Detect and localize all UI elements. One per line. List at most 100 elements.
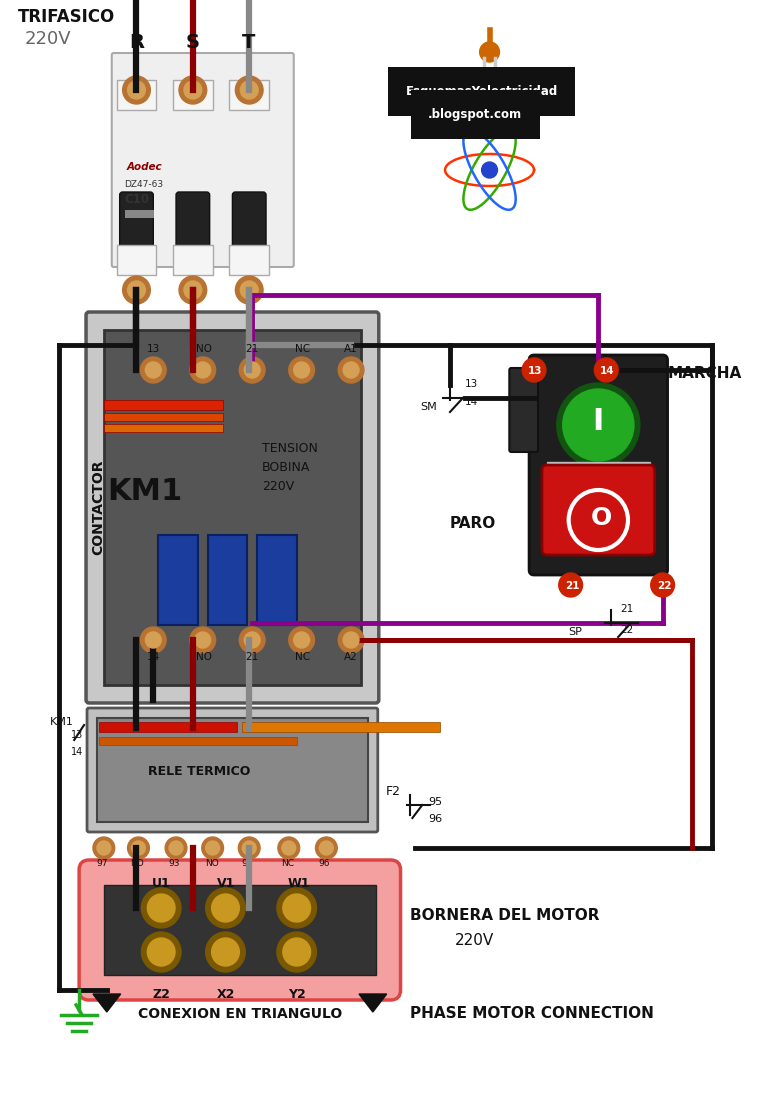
- Circle shape: [338, 357, 364, 383]
- Text: SM: SM: [420, 401, 437, 413]
- Circle shape: [344, 632, 359, 648]
- Bar: [125, 210, 154, 218]
- Circle shape: [522, 358, 546, 381]
- Circle shape: [190, 627, 216, 653]
- Bar: [242, 722, 440, 732]
- Text: 13: 13: [465, 379, 478, 389]
- Circle shape: [559, 573, 582, 597]
- Circle shape: [179, 77, 207, 104]
- Circle shape: [131, 841, 145, 855]
- Circle shape: [145, 632, 161, 648]
- Text: 22: 22: [620, 625, 633, 635]
- Circle shape: [594, 358, 618, 381]
- Text: O: O: [591, 506, 612, 530]
- Circle shape: [338, 627, 364, 653]
- Text: NC: NC: [295, 344, 310, 354]
- Text: SP: SP: [568, 627, 582, 637]
- Text: KM1: KM1: [107, 477, 182, 506]
- Bar: [97, 718, 368, 822]
- Circle shape: [277, 932, 316, 971]
- Text: TRIFASICO: TRIFASICO: [17, 8, 115, 26]
- Circle shape: [128, 281, 145, 299]
- Text: 22: 22: [657, 581, 671, 591]
- Circle shape: [283, 938, 311, 966]
- Text: Z2: Z2: [152, 988, 170, 1001]
- Circle shape: [239, 837, 260, 859]
- Bar: [99, 722, 237, 732]
- Circle shape: [141, 932, 181, 971]
- Circle shape: [277, 888, 316, 928]
- Text: 13: 13: [71, 730, 84, 740]
- Circle shape: [283, 894, 311, 922]
- Text: .blogspot.com: .blogspot.com: [428, 108, 522, 121]
- Circle shape: [651, 573, 674, 597]
- Circle shape: [147, 938, 175, 966]
- Circle shape: [236, 276, 263, 304]
- Circle shape: [147, 894, 175, 922]
- Text: 21: 21: [620, 604, 633, 614]
- Circle shape: [240, 281, 258, 299]
- Text: NO: NO: [204, 859, 218, 868]
- Text: RELE TERMICO: RELE TERMICO: [148, 765, 251, 779]
- Circle shape: [289, 357, 315, 383]
- Bar: [207, 535, 247, 625]
- Circle shape: [128, 837, 149, 859]
- FancyBboxPatch shape: [119, 192, 154, 248]
- Text: 95: 95: [428, 797, 442, 807]
- Text: CONTACTOR: CONTACTOR: [91, 459, 105, 554]
- Text: A2: A2: [344, 652, 358, 662]
- Text: 14: 14: [465, 397, 478, 407]
- Circle shape: [319, 841, 334, 855]
- Text: 13: 13: [147, 344, 160, 354]
- Text: 14: 14: [600, 366, 615, 376]
- Bar: [99, 737, 296, 745]
- Bar: [104, 885, 375, 975]
- Text: 13: 13: [528, 366, 543, 376]
- Circle shape: [293, 362, 309, 378]
- Circle shape: [344, 362, 359, 378]
- Text: U1: U1: [152, 877, 171, 891]
- Circle shape: [244, 362, 260, 378]
- FancyBboxPatch shape: [112, 53, 293, 267]
- Circle shape: [122, 77, 150, 104]
- Circle shape: [239, 357, 265, 383]
- Text: F2: F2: [386, 785, 401, 798]
- Text: BORNERA DEL MOTOR: BORNERA DEL MOTOR: [410, 908, 600, 923]
- Text: S: S: [186, 33, 200, 52]
- FancyBboxPatch shape: [176, 192, 210, 248]
- Circle shape: [141, 357, 166, 383]
- Bar: [230, 245, 269, 275]
- Text: 14: 14: [71, 747, 84, 757]
- Polygon shape: [359, 994, 387, 1013]
- Circle shape: [97, 841, 111, 855]
- Text: V1: V1: [217, 877, 235, 891]
- Circle shape: [557, 383, 640, 467]
- Circle shape: [128, 81, 145, 99]
- Text: T: T: [242, 33, 255, 52]
- Text: 21: 21: [245, 652, 258, 662]
- Circle shape: [240, 81, 258, 99]
- Circle shape: [141, 888, 181, 928]
- FancyBboxPatch shape: [86, 312, 378, 703]
- Text: EsquemasYelectricidad: EsquemasYelectricidad: [406, 85, 558, 98]
- Bar: [547, 462, 650, 478]
- Text: 14: 14: [147, 652, 160, 662]
- Text: 93: 93: [168, 859, 179, 868]
- Bar: [173, 245, 213, 275]
- Text: NO: NO: [131, 859, 144, 868]
- Circle shape: [141, 627, 166, 653]
- Circle shape: [165, 837, 187, 859]
- FancyBboxPatch shape: [542, 465, 654, 554]
- Text: KM1: KM1: [49, 718, 73, 728]
- Circle shape: [190, 357, 216, 383]
- Bar: [257, 535, 296, 625]
- Circle shape: [195, 632, 211, 648]
- Text: Aodec: Aodec: [127, 162, 162, 172]
- Circle shape: [122, 276, 150, 304]
- Bar: [104, 400, 223, 410]
- Circle shape: [482, 162, 498, 179]
- Text: NO: NO: [196, 652, 212, 662]
- Circle shape: [480, 42, 499, 62]
- Circle shape: [289, 627, 315, 653]
- Text: W1: W1: [288, 877, 310, 891]
